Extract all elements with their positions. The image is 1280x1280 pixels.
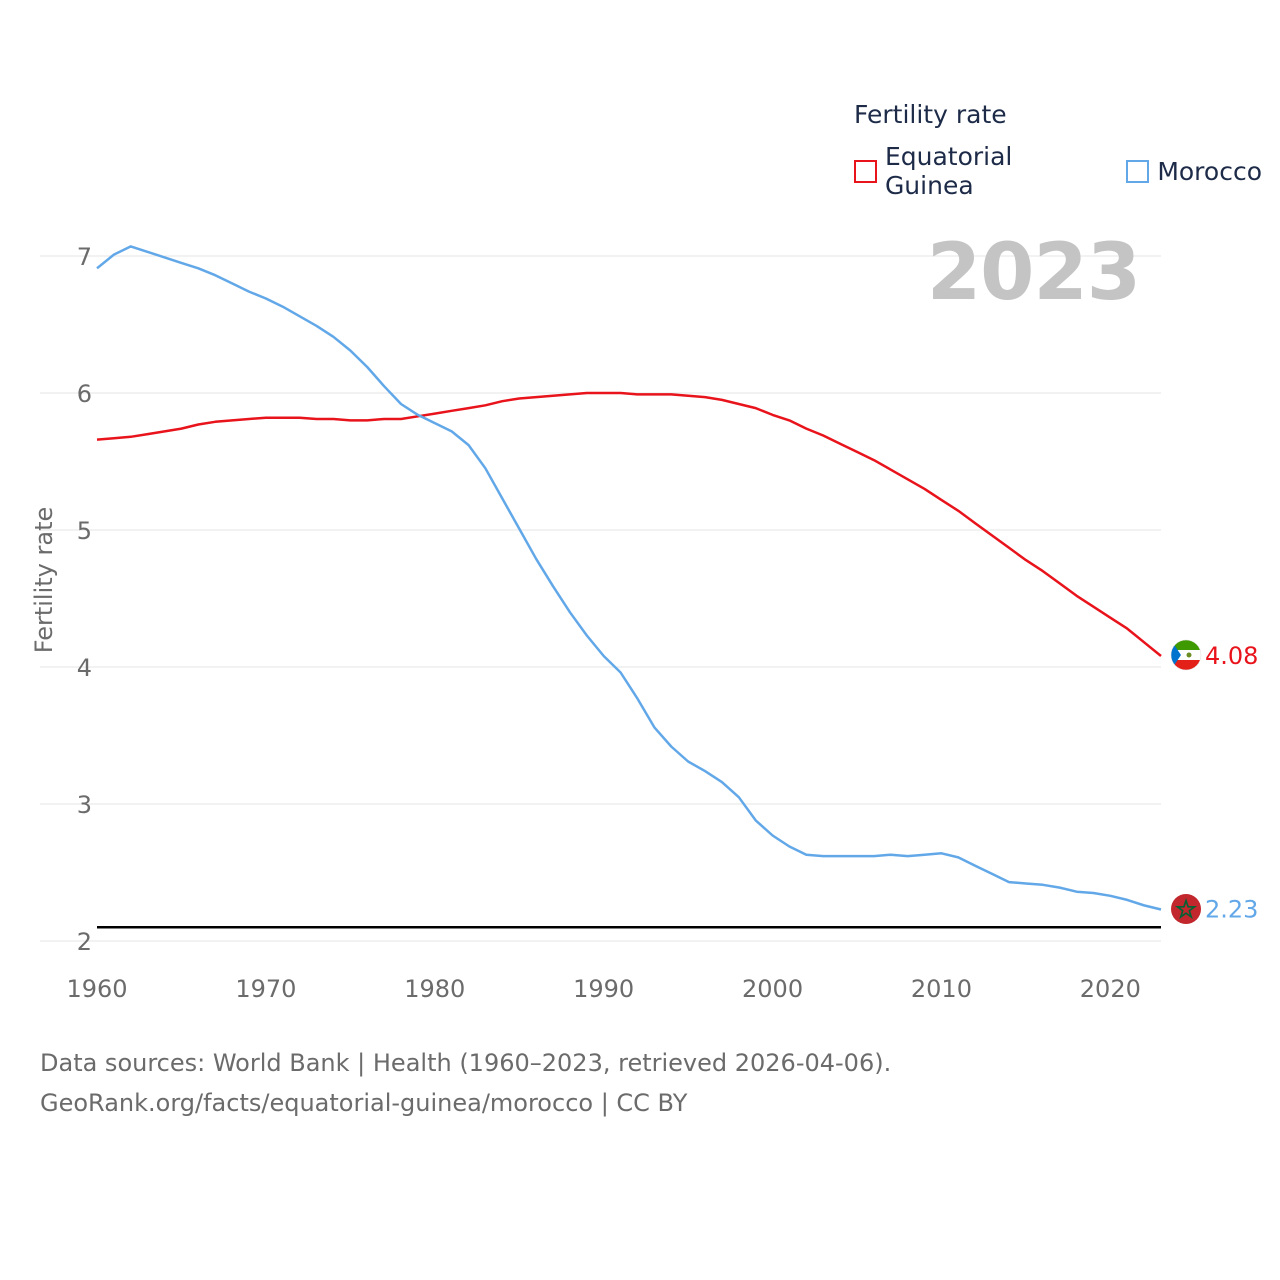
series-line-morocco (96, 245, 1162, 911)
legend-item-equatorial-guinea[interactable]: Equatorial Guinea (854, 142, 1108, 200)
x-tick-label: 2010 (911, 975, 972, 1003)
x-tick-label: 1990 (573, 975, 634, 1003)
y-tick-label: 5 (77, 517, 92, 545)
legend-label-equatorial-guinea: Equatorial Guinea (884, 142, 1013, 200)
legend-label-morocco: Morocco (1157, 156, 1262, 186)
x-tick-label: 2000 (742, 975, 803, 1003)
end-value-label-morocco: 2.23 (1205, 895, 1258, 923)
morocco-flag-icon (1171, 894, 1201, 924)
footer: Data sources: World Bank | Health (1960–… (40, 1043, 891, 1123)
x-tick-label: 1960 (66, 975, 127, 1003)
equatorial-guinea-flag-icon (1170, 639, 1202, 671)
x-tick-label: 2020 (1080, 975, 1141, 1003)
y-tick-label: 4 (77, 654, 92, 682)
series-lines: 4.08 2.23 (96, 245, 1258, 923)
x-tick-label: 1980 (404, 975, 465, 1003)
y-tick-label: 7 (77, 243, 92, 271)
legend-title: Fertility rate (854, 100, 1007, 129)
legend-swatch-equatorial-guinea (854, 159, 877, 183)
source-link[interactable]: GeoRank.org/facts/equatorial-guinea/moro… (40, 1089, 688, 1117)
grid-lines (40, 255, 1161, 942)
y-axis-title: Fertility rate (30, 507, 58, 654)
y-tick-label: 6 (77, 380, 92, 408)
legend-swatch-morocco (1126, 159, 1150, 183)
end-value-label-equatorial-guinea: 4.08 (1205, 642, 1258, 670)
legend-item-morocco[interactable]: Morocco (1126, 157, 1262, 186)
x-tick-labels: 1960 1970 1980 1990 2000 2010 2020 (66, 975, 1140, 1003)
data-source-text: Data sources: World Bank | Health (1960–… (40, 1049, 892, 1077)
x-tick-label: 1970 (235, 975, 296, 1003)
series-line-equatorial-guinea (96, 391, 1162, 657)
y-tick-labels: 2 3 4 5 6 7 (77, 243, 92, 956)
legend: Equatorial Guinea Morocco (854, 142, 1280, 200)
y-tick-label: 2 (77, 928, 92, 956)
y-tick-label: 3 (77, 791, 92, 819)
year-label: 2023 (926, 228, 1141, 318)
